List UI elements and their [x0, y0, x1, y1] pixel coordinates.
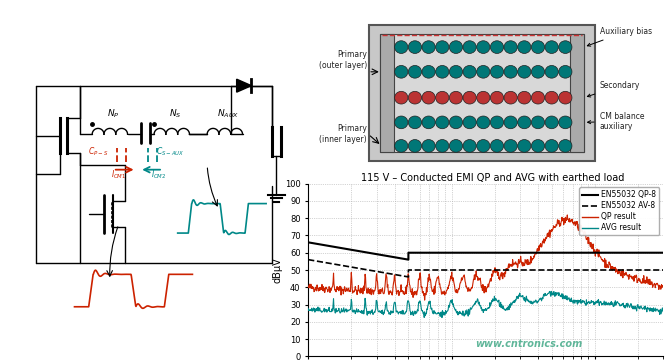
Circle shape: [504, 66, 517, 78]
Circle shape: [422, 91, 436, 104]
Circle shape: [476, 140, 490, 152]
Circle shape: [395, 91, 408, 104]
Text: Secondary: Secondary: [588, 81, 640, 97]
Circle shape: [559, 140, 572, 152]
Circle shape: [559, 66, 572, 78]
Text: $N_{AUX}$: $N_{AUX}$: [217, 107, 239, 120]
Circle shape: [476, 41, 490, 54]
Circle shape: [490, 116, 504, 129]
Polygon shape: [237, 79, 251, 92]
Text: CM balance
auxiliary: CM balance auxiliary: [588, 112, 644, 131]
Circle shape: [395, 66, 408, 78]
Circle shape: [490, 41, 504, 54]
Circle shape: [518, 91, 531, 104]
Text: www.cntronics.com: www.cntronics.com: [475, 339, 582, 350]
Circle shape: [422, 116, 436, 129]
Circle shape: [436, 140, 449, 152]
Circle shape: [408, 140, 421, 152]
Circle shape: [476, 66, 490, 78]
Circle shape: [422, 66, 436, 78]
Text: Primary
(inner layer): Primary (inner layer): [320, 125, 367, 144]
Circle shape: [545, 66, 558, 78]
Circle shape: [545, 116, 558, 129]
Circle shape: [436, 91, 449, 104]
Bar: [381, 34, 584, 152]
Circle shape: [476, 116, 490, 129]
Circle shape: [395, 41, 408, 54]
Circle shape: [463, 140, 476, 152]
Bar: [369, 25, 595, 161]
Circle shape: [436, 41, 449, 54]
Circle shape: [436, 116, 449, 129]
Circle shape: [450, 91, 462, 104]
Legend: EN55032 QP-8, EN55032 AV-8, QP result, AVG result: EN55032 QP-8, EN55032 AV-8, QP result, A…: [580, 188, 659, 235]
Circle shape: [450, 41, 462, 54]
Circle shape: [531, 66, 545, 78]
Circle shape: [518, 66, 531, 78]
Circle shape: [450, 140, 462, 152]
Bar: [381, 34, 394, 152]
Circle shape: [531, 41, 545, 54]
Circle shape: [476, 91, 490, 104]
Circle shape: [490, 91, 504, 104]
Circle shape: [490, 140, 504, 152]
Circle shape: [559, 91, 572, 104]
Text: 115 V – Conducted EMI QP and AVG with earthed load: 115 V – Conducted EMI QP and AVG with ea…: [362, 173, 625, 183]
Circle shape: [490, 66, 504, 78]
Circle shape: [408, 91, 421, 104]
Circle shape: [545, 140, 558, 152]
Bar: [570, 34, 584, 152]
Text: Auxiliary bias: Auxiliary bias: [588, 27, 652, 46]
Circle shape: [531, 140, 545, 152]
Circle shape: [545, 41, 558, 54]
Text: $C_{P-S}$: $C_{P-S}$: [88, 146, 109, 158]
Circle shape: [559, 41, 572, 54]
Circle shape: [518, 116, 531, 129]
Circle shape: [408, 116, 421, 129]
Circle shape: [422, 140, 436, 152]
Circle shape: [436, 66, 449, 78]
Text: $N_P$: $N_P$: [107, 107, 120, 120]
Circle shape: [422, 41, 436, 54]
Circle shape: [504, 116, 517, 129]
Circle shape: [518, 41, 531, 54]
Circle shape: [408, 66, 421, 78]
Text: $I_{CM2}$: $I_{CM2}$: [151, 168, 167, 181]
Circle shape: [450, 116, 462, 129]
Circle shape: [408, 41, 421, 54]
Text: $I_{CM1}$: $I_{CM1}$: [111, 168, 127, 181]
Circle shape: [463, 41, 476, 54]
Circle shape: [531, 91, 545, 104]
Circle shape: [504, 41, 517, 54]
Y-axis label: dBμV: dBμV: [272, 257, 282, 283]
Circle shape: [504, 140, 517, 152]
Circle shape: [463, 91, 476, 104]
Circle shape: [450, 66, 462, 78]
Circle shape: [463, 66, 476, 78]
Circle shape: [531, 116, 545, 129]
Circle shape: [395, 140, 408, 152]
Text: $C_{S-AUX}$: $C_{S-AUX}$: [156, 146, 185, 158]
Circle shape: [463, 116, 476, 129]
Text: Primary
(outer layer): Primary (outer layer): [319, 50, 367, 70]
Circle shape: [545, 91, 558, 104]
Circle shape: [395, 116, 408, 129]
Circle shape: [559, 116, 572, 129]
Text: $N_S$: $N_S$: [169, 107, 182, 120]
Circle shape: [518, 140, 531, 152]
Circle shape: [504, 91, 517, 104]
